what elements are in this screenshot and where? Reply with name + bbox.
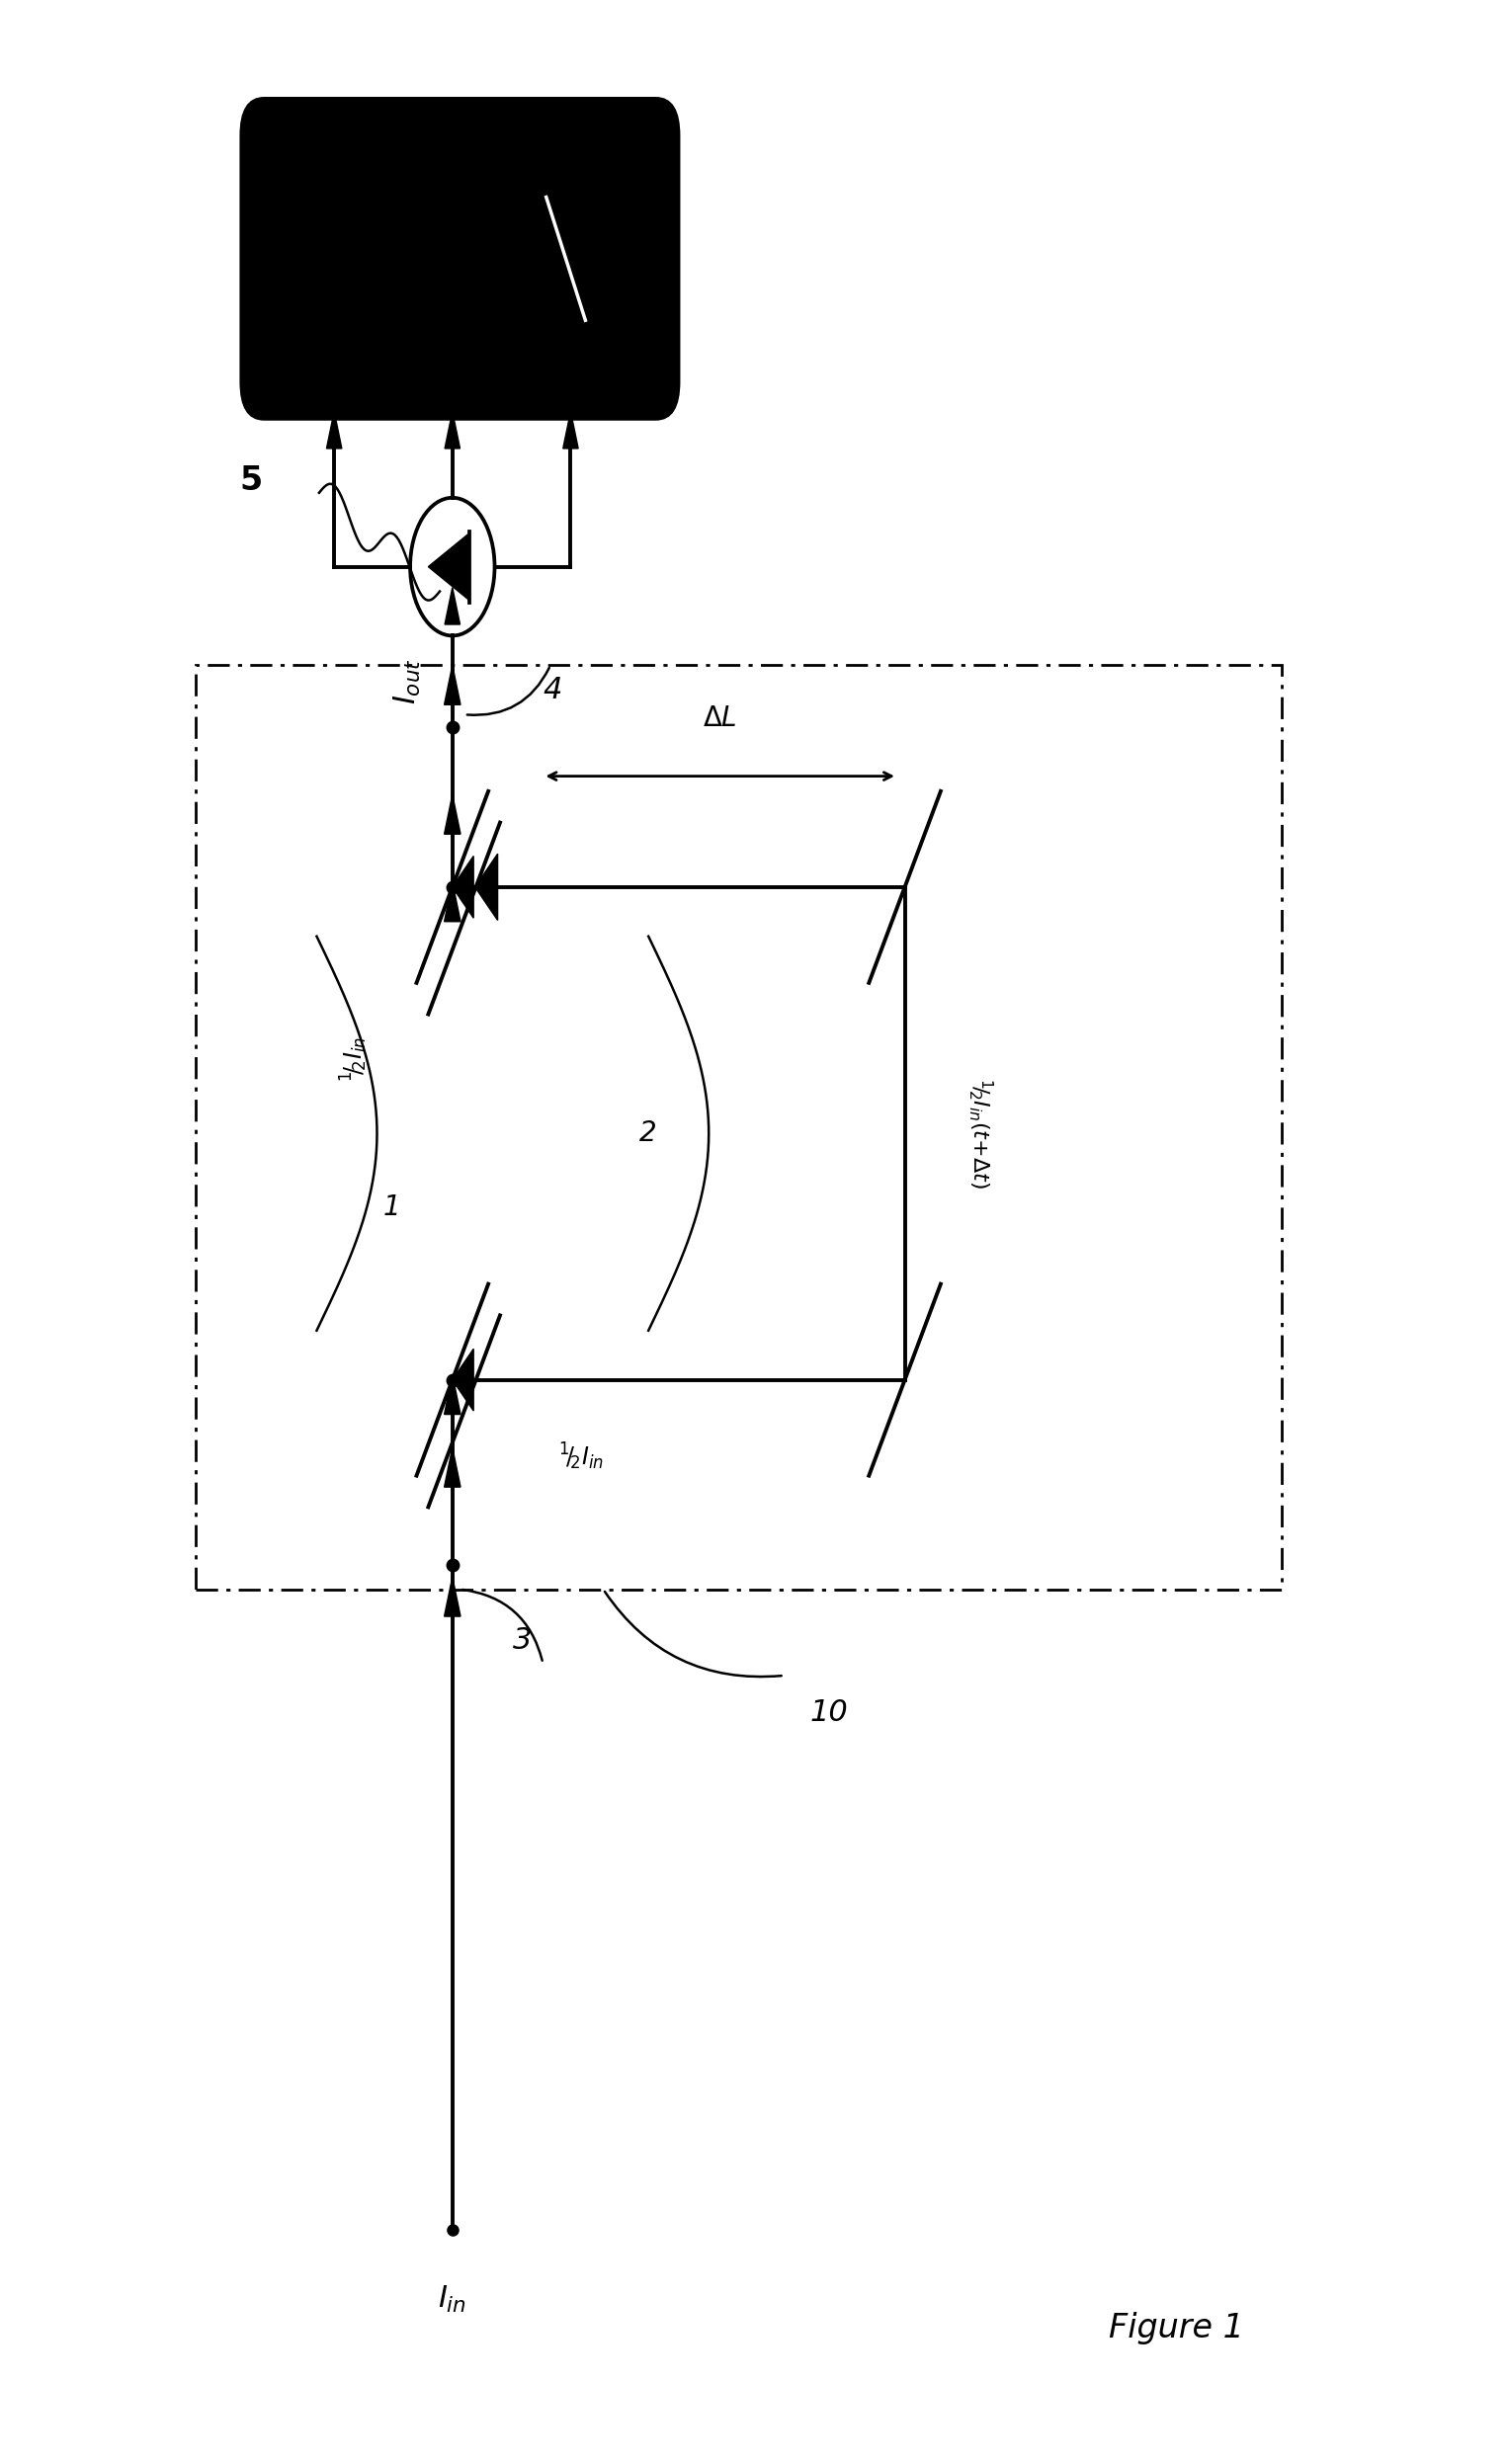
Text: Figure 1: Figure 1 [1108,2311,1244,2346]
Polygon shape [445,1449,460,1488]
Polygon shape [428,532,469,601]
Text: $I_{out}$: $I_{out}$ [392,658,422,705]
Text: 10: 10 [810,1698,849,1727]
Text: 2: 2 [639,1119,657,1148]
Polygon shape [562,411,578,448]
Polygon shape [445,411,460,448]
Text: $^1\!/\!_2 I_{in}$: $^1\!/\!_2 I_{in}$ [339,1037,369,1082]
Text: $I_{in}$: $I_{in}$ [437,2284,467,2314]
Text: $\Delta L$: $\Delta L$ [703,705,737,732]
Polygon shape [327,411,342,448]
Polygon shape [452,1348,474,1412]
FancyBboxPatch shape [241,99,679,419]
Polygon shape [452,855,474,919]
Polygon shape [445,586,460,623]
Text: 4: 4 [543,675,562,705]
Polygon shape [475,855,498,919]
Text: 1: 1 [383,1193,401,1222]
Text: 6: 6 [653,330,673,360]
Bar [196,665,1282,1589]
Text: $^1\!/\!_2 I_{in}(t{+}\Delta t)$: $^1\!/\!_2 I_{in}(t{+}\Delta t)$ [967,1079,994,1188]
Polygon shape [445,882,460,922]
Text: 3: 3 [513,1626,532,1656]
Polygon shape [445,793,460,833]
Text: $^1\!/\!_2 I_{in}$: $^1\!/\!_2 I_{in}$ [558,1441,603,1473]
Polygon shape [445,665,460,705]
Polygon shape [445,1375,460,1414]
Text: 5: 5 [240,463,262,498]
Polygon shape [445,1577,460,1616]
